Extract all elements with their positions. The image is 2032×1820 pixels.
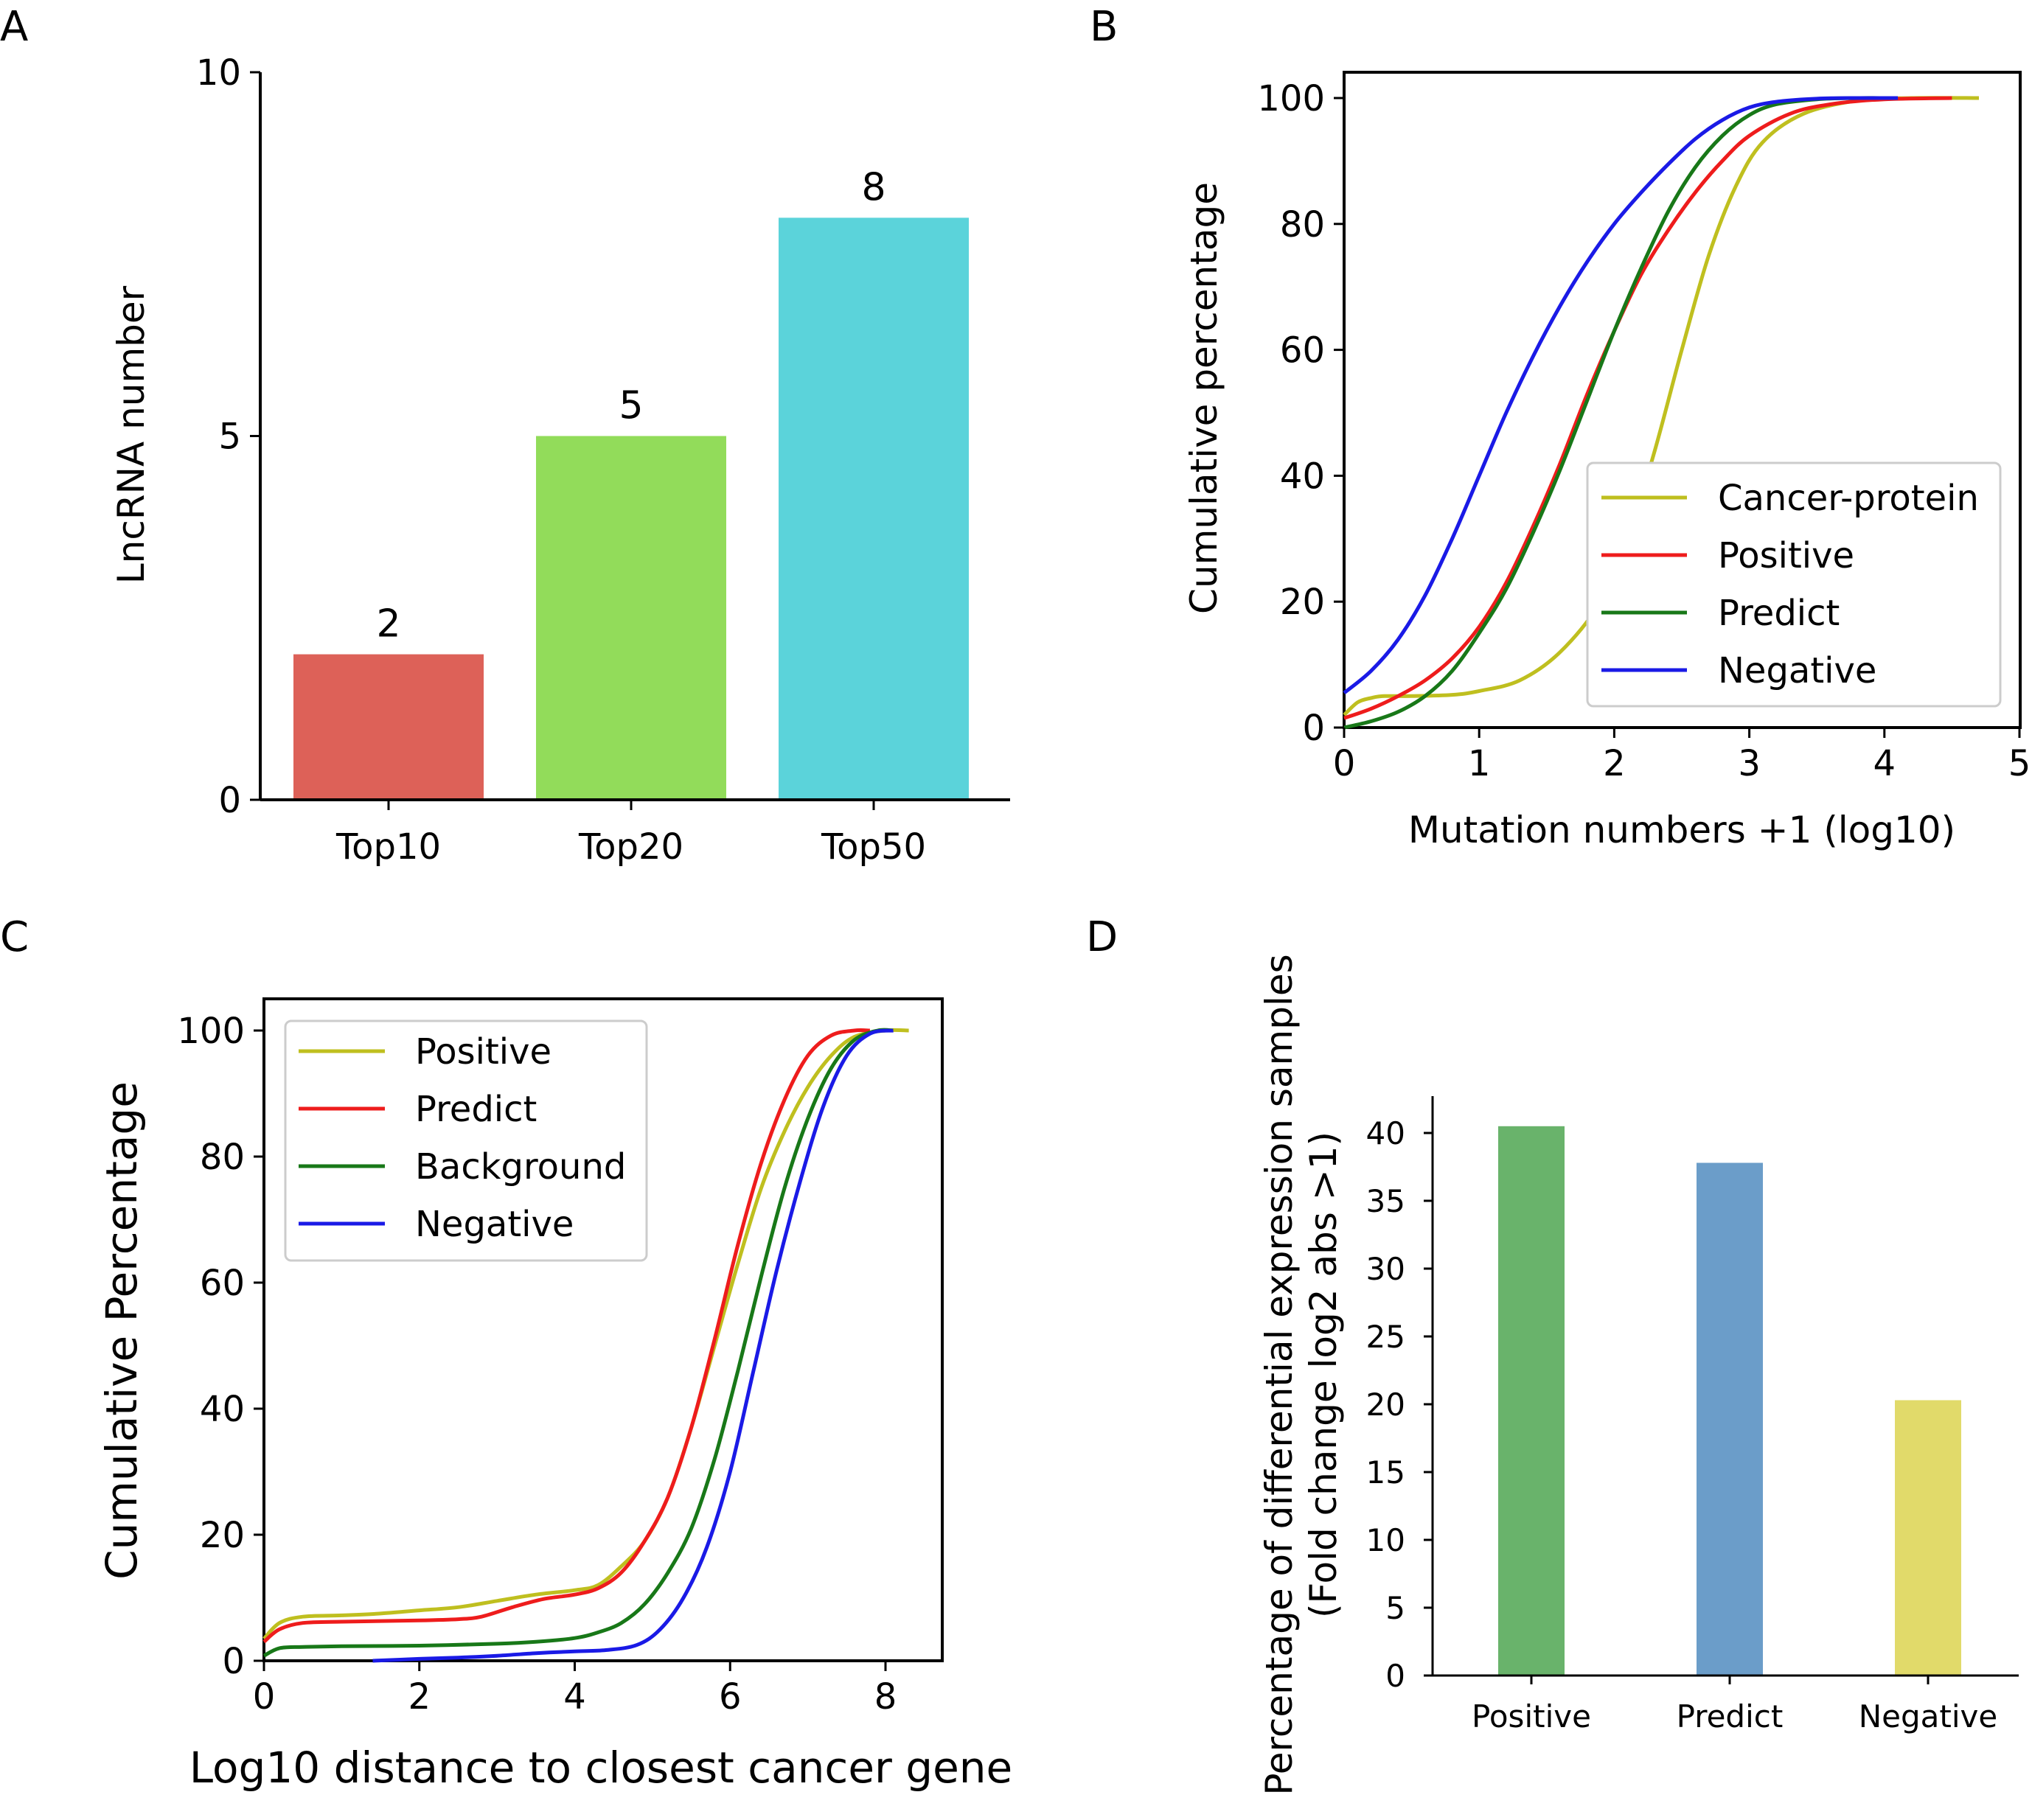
panel-a-x-tick-label: Top10 [335,826,441,868]
panel-b-y-tick-label: 20 [1280,582,1325,623]
panel-a-x-tick-label: Top50 [821,826,926,868]
panel-b-legend-label: Predict [1718,593,1840,634]
panel-d-y-tick-label: 35 [1366,1183,1405,1219]
panel-b-legend-label: Cancer-protein [1718,478,1979,519]
panel-d-x-tick-label: Negative [1859,1698,1998,1734]
panel-d-y-tick-label: 40 [1366,1115,1405,1151]
panel-b: B 0 20 40 60 80 100 0 1 2 3 4 5 Mutation numbers +… [1090,3,2031,851]
panel-a-bar-value-label: 8 [861,165,885,209]
panel-d-letter: D [1086,913,1118,961]
panel-c-legend-box [284,1019,648,1262]
panel-d-y-tick-label: 20 [1366,1387,1405,1423]
panel-c-legend-label: Predict [415,1089,537,1130]
panel-d-bars [1498,1126,1961,1676]
panel-a-y-label: LncRNA number [110,285,153,584]
panel-c-x-ticks: 0 2 4 6 8 [253,1661,897,1718]
panel-c-lines [262,1028,909,1663]
panel-c: C 0 20 40 60 80 100 0 2 4 6 8 Log10 distance to c… [0,913,1012,1793]
panel-d-bar-predict [1697,1162,1763,1676]
panel-c-x-tick-label: 8 [874,1676,897,1718]
panel-c-line-background [262,1028,894,1658]
panel-c-x-label: Log10 distance to closest cancer gene [189,1743,1012,1793]
panel-a-y-tick-label: 5 [218,416,241,458]
panel-c-y-tick-label: 100 [177,1011,245,1052]
panel-c-x-tick-label: 2 [408,1676,431,1718]
panel-a-bar-value-label: 5 [619,384,643,428]
panel-d-y-label-line2: (Fold change log2 abs >1) [1302,1132,1345,1618]
panel-b-plot-frame [1343,71,2022,729]
panel-d-y-label-line1: Percentage of differential expression sa… [1258,954,1301,1795]
panel-b-x-tick-label: 1 [1468,743,1491,784]
panel-b-line-negative [1343,96,1899,694]
panel-c-legend-label: Positive [415,1031,552,1073]
panel-a-bar-top20 [536,436,726,800]
panel-d-y-tick-label: 10 [1366,1522,1405,1558]
panel-c-line-predict [262,1028,870,1644]
panel-b-y-tick-label: 80 [1280,204,1325,245]
panel-c-x-tick-label: 6 [719,1676,742,1718]
panel-a-x-tick-label: Top20 [578,826,683,868]
panel-b-legend-items: Cancer-protein Positive Predict Negative [1601,478,1979,691]
panel-d-y-tick-label: 5 [1385,1590,1405,1626]
panel-b-letter: B [1090,3,1118,51]
panel-d: D 0 5 10 15 20 25 30 35 40 Positive Predict Negati… [1086,913,2019,1796]
panel-c-y-tick-label: 0 [222,1641,245,1682]
panel-c-line-negative [372,1028,894,1663]
panel-c-legend-items: Positive Predict Background Negative [299,1031,626,1245]
panel-d-y-tick-label: 0 [1385,1658,1405,1694]
panel-a-letter: A [0,3,28,51]
panel-c-legend-label: Negative [415,1204,574,1245]
panel-c-x-tick-label: 0 [253,1676,276,1718]
panel-a-y-tick-label: 0 [218,780,241,821]
panel-a-bar-top10 [293,654,484,800]
panel-c-y-ticks: 0 20 40 60 80 100 [177,1011,264,1682]
panel-c-x-tick-label: 4 [563,1676,586,1718]
panel-b-legend-label: Negative [1718,650,1876,691]
panel-c-y-tick-label: 60 [200,1263,245,1304]
panel-a-y-tick-label: 10 [196,52,241,94]
panel-b-x-tick-label: 0 [1333,743,1356,784]
panel-d-y-tick-label: 30 [1366,1251,1405,1287]
panel-c-legend-label: Background [415,1146,626,1188]
panel-a: A 2 5 8 0 5 10 Top10 Top20 Top50 LncRNA number [0,3,1010,868]
panel-a-bar-value-label: 2 [376,602,400,646]
panel-b-x-tick-label: 3 [1738,743,1761,784]
panel-b-legend-label: Positive [1718,535,1854,576]
panel-b-y-ticks: 0 20 40 60 80 100 [1257,78,1344,749]
panel-a-x-ticks: Top10 Top20 Top50 [335,800,926,868]
panel-a-bar-top50 [779,217,969,800]
panel-d-x-tick-label: Predict [1677,1698,1784,1734]
panel-d-y-ticks: 0 5 10 15 20 25 30 35 40 [1366,1115,1433,1694]
panel-d-bar-negative [1895,1400,1961,1676]
panel-c-letter: C [0,913,29,961]
panel-b-y-tick-label: 60 [1280,330,1325,372]
panel-d-y-tick-label: 25 [1366,1319,1405,1355]
panel-b-line-predict [1343,96,1885,730]
panel-c-y-tick-label: 40 [200,1389,245,1430]
panel-c-y-tick-label: 20 [200,1515,245,1556]
panel-c-legend: Positive Predict Background Negative [284,1019,648,1262]
panel-b-x-tick-label: 4 [1873,743,1896,784]
panel-b-y-label: Cumulative percentage [1183,182,1225,614]
panel-c-y-label: Cumulative Percentage [97,1081,147,1580]
panel-a-bars: 2 5 8 [293,165,969,800]
panel-d-x-tick-label: Positive [1472,1698,1591,1734]
panel-b-y-tick-label: 100 [1257,78,1325,119]
panel-a-y-ticks: 0 5 10 [196,52,260,821]
panel-b-x-tick-label: 2 [1603,743,1626,784]
panel-b-x-tick-label: 5 [2008,743,2031,784]
panel-c-y-tick-label: 80 [200,1137,245,1178]
panel-b-legend-box [1586,461,2002,708]
panel-b-legend: Cancer-protein Positive Predict Negative [1586,461,2002,708]
panel-d-bar-positive [1498,1126,1565,1676]
panel-d-y-tick-label: 15 [1366,1454,1405,1490]
panel-d-x-ticks: Positive Predict Negative [1472,1676,1997,1734]
panel-b-x-ticks: 0 1 2 3 4 5 [1333,728,2031,784]
panel-b-x-label: Mutation numbers +1 (log10) [1408,809,1955,851]
panel-c-plot-frame [262,997,944,1662]
panel-b-y-tick-label: 40 [1280,456,1325,497]
panel-b-y-tick-label: 0 [1302,708,1325,749]
